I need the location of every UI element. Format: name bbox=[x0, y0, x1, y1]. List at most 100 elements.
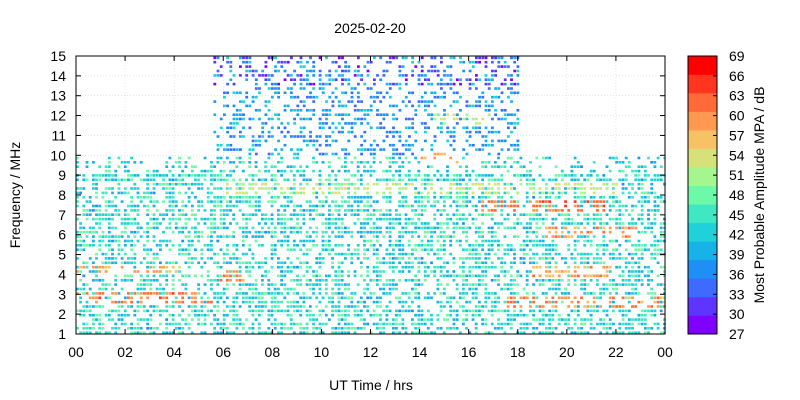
heatmap-cell bbox=[624, 261, 628, 265]
heatmap-cell bbox=[478, 300, 481, 304]
heatmap-cell bbox=[433, 292, 437, 295]
heatmap-cell bbox=[382, 257, 386, 260]
heatmap-cell bbox=[213, 56, 217, 60]
heatmap-cell bbox=[225, 209, 229, 212]
heatmap-cell bbox=[612, 200, 615, 203]
heatmap-cell bbox=[656, 174, 660, 177]
heatmap-cell bbox=[506, 248, 510, 251]
heatmap-cell bbox=[229, 235, 232, 238]
heatmap-cell bbox=[312, 191, 315, 195]
heatmap-cell bbox=[621, 182, 625, 186]
heatmap-cell bbox=[210, 217, 213, 221]
heatmap-cell bbox=[500, 139, 504, 143]
heatmap-cell bbox=[605, 248, 609, 251]
heatmap-cell bbox=[462, 318, 465, 321]
heatmap-cell bbox=[219, 169, 223, 173]
heatmap-cell bbox=[210, 287, 213, 291]
heatmap-cell bbox=[643, 244, 647, 247]
heatmap-cell bbox=[187, 174, 191, 177]
heatmap-cell bbox=[165, 279, 169, 282]
heatmap-cell bbox=[487, 257, 491, 260]
heatmap-cell bbox=[656, 248, 660, 251]
heatmap-cell bbox=[251, 331, 255, 334]
heatmap-cell bbox=[98, 217, 102, 221]
heatmap-cell bbox=[462, 305, 465, 308]
heatmap-cell bbox=[385, 209, 389, 212]
heatmap-cell bbox=[608, 169, 612, 173]
heatmap-cell bbox=[366, 200, 370, 203]
heatmap-cell bbox=[353, 187, 357, 190]
heatmap-cell bbox=[356, 327, 360, 330]
heatmap-cell bbox=[653, 239, 657, 243]
heatmap-cell bbox=[586, 230, 590, 234]
heatmap-cell bbox=[372, 200, 376, 203]
heatmap-cell bbox=[427, 69, 430, 73]
heatmap-cell bbox=[356, 305, 360, 308]
heatmap-cell bbox=[321, 248, 325, 251]
heatmap-cell bbox=[264, 139, 268, 143]
heatmap-cell bbox=[264, 300, 267, 304]
heatmap-cell bbox=[79, 300, 82, 304]
heatmap-cell bbox=[605, 327, 609, 330]
heatmap-cell bbox=[420, 309, 424, 313]
heatmap-cell bbox=[599, 287, 602, 291]
heatmap-cell bbox=[359, 182, 363, 186]
heatmap-cell bbox=[296, 74, 300, 77]
heatmap-cell bbox=[219, 204, 223, 208]
heatmap-cell bbox=[653, 209, 657, 212]
heatmap-cell bbox=[494, 87, 497, 90]
heatmap-cell bbox=[659, 230, 663, 234]
heatmap-cell bbox=[481, 200, 484, 203]
heatmap-cell bbox=[337, 204, 341, 208]
heatmap-cell bbox=[430, 113, 434, 116]
heatmap-cell bbox=[360, 117, 363, 121]
heatmap-cell bbox=[178, 331, 181, 334]
heatmap-cell bbox=[299, 296, 303, 300]
heatmap-cell bbox=[375, 270, 379, 273]
heatmap-cell bbox=[283, 126, 287, 130]
heatmap-cell bbox=[490, 165, 494, 168]
heatmap-cell bbox=[359, 265, 363, 269]
heatmap-cell bbox=[277, 126, 280, 130]
heatmap-cell bbox=[344, 331, 347, 334]
heatmap-cell bbox=[567, 244, 571, 247]
heatmap-cell bbox=[225, 191, 229, 195]
heatmap-cell bbox=[82, 331, 86, 334]
heatmap-cell bbox=[442, 305, 446, 308]
heatmap-cell bbox=[455, 78, 459, 81]
heatmap-cell bbox=[350, 196, 354, 199]
heatmap-cell bbox=[174, 226, 178, 230]
heatmap-cell bbox=[647, 209, 650, 212]
heatmap-cell bbox=[241, 200, 245, 203]
heatmap-cell bbox=[305, 270, 309, 273]
x-tick-label: 10 bbox=[314, 344, 330, 360]
heatmap-cell bbox=[487, 200, 491, 203]
heatmap-cell bbox=[379, 100, 383, 103]
heatmap-cell bbox=[442, 265, 446, 269]
heatmap-cell bbox=[359, 226, 363, 230]
heatmap-cell bbox=[509, 279, 513, 282]
heatmap-cell bbox=[446, 139, 450, 143]
heatmap-cell bbox=[538, 217, 542, 221]
heatmap-cell bbox=[277, 239, 280, 243]
heatmap-cell bbox=[503, 252, 507, 256]
heatmap-cell bbox=[372, 235, 376, 238]
heatmap-cell bbox=[484, 196, 488, 199]
heatmap-cell bbox=[270, 87, 274, 90]
heatmap-cell bbox=[213, 165, 216, 168]
heatmap-cell bbox=[264, 230, 267, 234]
heatmap-cell bbox=[254, 109, 258, 112]
heatmap-cell bbox=[481, 182, 484, 186]
heatmap-cell bbox=[146, 239, 149, 243]
heatmap-cell bbox=[114, 274, 118, 278]
heatmap-cell bbox=[331, 257, 334, 260]
heatmap-cell bbox=[107, 213, 111, 216]
heatmap-cell bbox=[564, 191, 567, 195]
heatmap-cell bbox=[548, 287, 551, 291]
heatmap-cell bbox=[363, 209, 366, 212]
heatmap-cell bbox=[490, 292, 494, 295]
heatmap-cell bbox=[650, 222, 654, 225]
heatmap-cell bbox=[395, 213, 398, 216]
heatmap-cell bbox=[184, 322, 188, 326]
heatmap-cell bbox=[257, 209, 261, 212]
